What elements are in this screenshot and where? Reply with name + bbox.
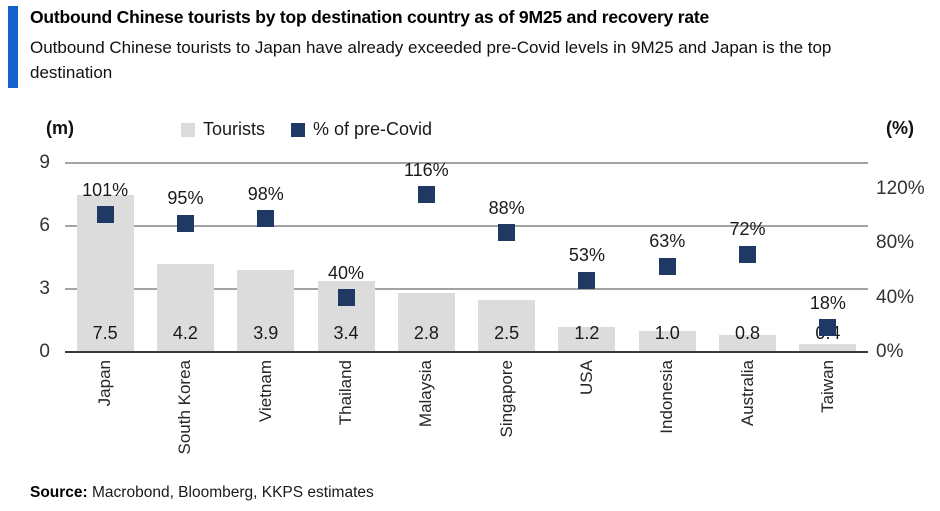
bar-value-label: 2.8 — [413, 323, 439, 343]
x-axis-label-australia: Australia — [737, 360, 757, 427]
marker-percent-label: 95% — [167, 188, 204, 209]
legend-swatch-icon — [181, 122, 195, 137]
x-axis-label-thailand: Thailand — [336, 360, 356, 426]
legend-item: Tourists — [181, 119, 265, 140]
gridline — [65, 225, 868, 227]
bar-indonesia — [638, 331, 696, 352]
bar-value-label: 3.4 — [333, 323, 359, 343]
legend-swatch-icon — [291, 122, 306, 137]
marker-percent-label: 18% — [809, 292, 846, 313]
bar-usa — [558, 326, 616, 352]
chart-subtitle: Outbound Chinese tourists to Japan have … — [30, 38, 832, 82]
marker-usa — [578, 271, 596, 289]
left-axis-tick-label: 0 — [39, 341, 50, 362]
bar-value-label: 3.9 — [253, 323, 279, 343]
marker-percent-label: 63% — [649, 231, 686, 252]
bar-singapore — [478, 299, 536, 352]
x-axis-label-usa: USA — [576, 360, 596, 395]
bar-malaysia — [397, 293, 455, 352]
marker-vietnam — [257, 210, 275, 228]
gridline — [65, 162, 868, 164]
bar-value-label: 7.5 — [92, 323, 118, 343]
marker-taiwan — [819, 319, 837, 337]
x-axis-label-singapore: Singapore — [496, 360, 516, 438]
legend-item: % of pre-Covid — [291, 119, 432, 140]
marker-percent-label: 98% — [247, 183, 284, 204]
marker-percent-label: 40% — [328, 262, 365, 283]
bar-vietnam — [237, 270, 295, 352]
marker-percent-label: 116% — [403, 159, 449, 180]
bar-australia — [719, 335, 777, 352]
marker-percent-label: 88% — [488, 197, 525, 218]
legend-label: % of pre-Covid — [313, 119, 433, 139]
bar-taiwan — [799, 343, 857, 352]
left-axis-tick-label: 6 — [39, 215, 50, 236]
bar-value-label: 1.0 — [654, 323, 680, 343]
marker-malaysia — [417, 186, 435, 204]
legend-label: Tourists — [203, 119, 266, 139]
marker-percent-label: 101% — [82, 179, 129, 200]
marker-thailand — [337, 289, 355, 307]
right-axis-tick-label: 40% — [876, 286, 915, 308]
right-axis-tick-label: 80% — [876, 232, 915, 254]
source-label: Source: — [30, 484, 88, 501]
gridline — [65, 288, 868, 290]
accent-bar — [8, 6, 18, 88]
x-axis-label-malaysia: Malaysia — [416, 360, 436, 428]
marker-singapore — [498, 224, 516, 242]
x-axis-label-japan: Japan — [95, 360, 115, 407]
bar-value-label: 0.8 — [735, 323, 761, 343]
left-axis-tick-label: 9 — [39, 152, 50, 173]
bar-value-label: 4.2 — [172, 323, 198, 343]
x-axis-label-indonesia: Indonesia — [657, 360, 677, 434]
marker-australia — [739, 245, 757, 263]
bar-value-label: 2.5 — [494, 323, 520, 343]
bar-value-label: 1.2 — [574, 323, 600, 343]
source-note: Source: Macrobond, Bloomberg, KKPS estim… — [30, 484, 374, 502]
marker-percent-label: 53% — [568, 245, 605, 266]
chart-title: Outbound Chinese tourists by top destina… — [30, 7, 710, 27]
right-axis-tick-label: 120% — [876, 178, 925, 200]
bar-south-korea — [156, 263, 214, 352]
left-axis-tick-label: 3 — [39, 278, 50, 299]
marker-percent-label: 72% — [729, 219, 766, 240]
legend: Tourists % of pre-Covid — [181, 119, 432, 140]
x-axis-label-vietnam: Vietnam — [255, 360, 275, 423]
x-axis-label-taiwan: Taiwan — [817, 360, 837, 413]
right-axis-tick-label: 0% — [876, 341, 904, 362]
marker-indonesia — [658, 257, 676, 275]
marker-south-korea — [176, 214, 194, 232]
x-axis-label-south-korea: South Korea — [175, 360, 195, 455]
right-axis-unit-label: (%) — [886, 118, 914, 138]
x-axis-line — [65, 351, 868, 353]
source-text: Macrobond, Bloomberg, KKPS estimates — [87, 484, 374, 501]
left-axis-unit-label: (m) — [46, 118, 74, 138]
marker-japan — [96, 206, 114, 224]
